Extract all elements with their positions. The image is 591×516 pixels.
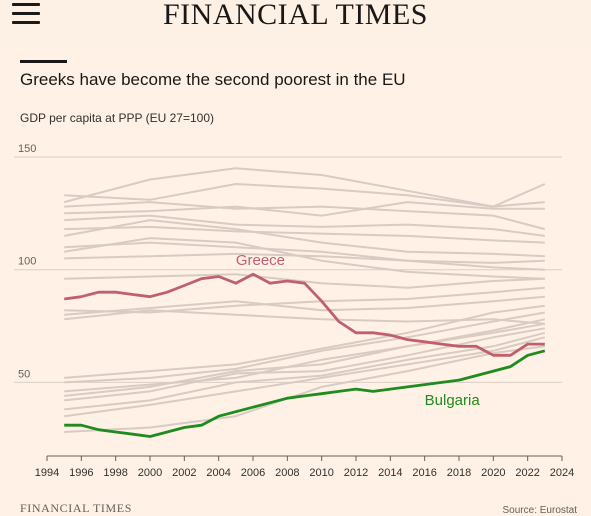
background-series-line bbox=[64, 241, 545, 264]
x-tick-label: 1994 bbox=[35, 467, 59, 479]
hamburger-menu-icon[interactable] bbox=[12, 3, 40, 27]
masthead-logo[interactable]: FINANCIAL TIMES bbox=[162, 0, 428, 31]
x-tick-label: 2006 bbox=[241, 467, 265, 479]
x-axis: 1994 1996 1998 2000 2002 2004 2006 2008 2010 2012… bbox=[35, 455, 574, 479]
background-series-line bbox=[64, 311, 545, 384]
background-series-line bbox=[64, 318, 546, 393]
greece-series-line bbox=[64, 272, 545, 357]
background-series-line bbox=[64, 214, 545, 237]
x-tick-label: 2012 bbox=[344, 467, 368, 479]
chart-title: Greeks have become the second poorest in… bbox=[20, 70, 406, 89]
x-tick-label: 1996 bbox=[69, 467, 93, 479]
y-tick-label: 100 bbox=[18, 256, 36, 268]
x-tick-label: 2002 bbox=[172, 467, 196, 479]
background-series-line bbox=[64, 336, 546, 418]
background-series-line bbox=[64, 327, 545, 402]
x-tick-label: 2024 bbox=[550, 467, 574, 479]
x-tick-label: 2008 bbox=[275, 467, 299, 479]
x-tick-label: 2010 bbox=[309, 467, 333, 479]
background-series-line bbox=[64, 309, 545, 325]
x-tick-label: 2014 bbox=[378, 467, 402, 479]
background-series-line bbox=[64, 345, 545, 433]
x-tick-label: 2016 bbox=[412, 467, 436, 479]
x-tick-label: 2000 bbox=[138, 467, 162, 479]
background-series-line bbox=[64, 201, 546, 231]
x-tick-label: 2020 bbox=[481, 467, 505, 479]
x-tick-label: 2004 bbox=[206, 467, 230, 479]
y-tick-label: 150 bbox=[18, 143, 36, 155]
background-series-line bbox=[64, 219, 545, 258]
highlighted-series-group bbox=[64, 272, 546, 438]
title-rule bbox=[20, 60, 67, 63]
chart-grid: 50 100 150 bbox=[14, 143, 562, 383]
x-tick-label: 2022 bbox=[515, 467, 539, 479]
chart-subtitle: GDP per capita at PPP (EU 27=100) bbox=[20, 111, 214, 125]
background-series-line bbox=[64, 252, 545, 271]
background-series-line bbox=[64, 322, 545, 397]
annotations-group: Greece Bulgaria bbox=[236, 252, 481, 409]
background-series-line bbox=[64, 331, 546, 411]
top-bar: FINANCIAL TIMES bbox=[0, 0, 591, 50]
background-series-line bbox=[64, 304, 545, 379]
background-series-line bbox=[64, 237, 545, 280]
line-chart: 50 100 150 Greece Bulgaria 1994 1996 1998 2000… bbox=[14, 143, 574, 479]
y-tick-label: 50 bbox=[18, 368, 30, 380]
background-series-line bbox=[64, 273, 545, 289]
x-tick-label: 2018 bbox=[447, 467, 471, 479]
background-series-line bbox=[64, 201, 545, 217]
bulgaria-series-line bbox=[64, 349, 546, 438]
background-series-line bbox=[63, 167, 545, 208]
background-series-line bbox=[64, 295, 545, 316]
greece-label: Greece bbox=[236, 252, 285, 269]
footer-brand: FINANCIAL TIMES bbox=[20, 501, 133, 515]
background-series-line bbox=[64, 225, 545, 244]
footer-source: Source: Eurostat bbox=[502, 505, 577, 516]
x-tick-label: 1998 bbox=[103, 467, 127, 479]
background-series-group bbox=[63, 167, 546, 433]
bulgaria-label: Bulgaria bbox=[425, 392, 481, 409]
